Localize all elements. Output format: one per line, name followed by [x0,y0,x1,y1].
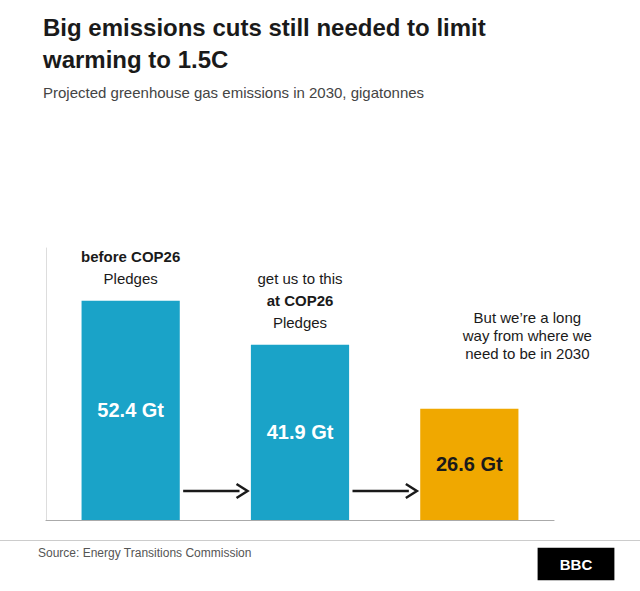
svg-text:Projected greenhouse gas emiss: Projected greenhouse gas emissions in 20… [43,84,424,101]
svg-text:Pledges: Pledges [273,314,327,331]
svg-text:before COP26: before COP26 [81,248,180,265]
svg-text:way from where we: way from where we [462,327,592,344]
svg-text:41.9 Gt: 41.9 Gt [267,421,334,443]
svg-text:need to be in 2030: need to be in 2030 [465,345,589,362]
svg-text:Big emissions cuts still neede: Big emissions cuts still needed to limit [43,14,486,41]
svg-text:26.6 Gt: 26.6 Gt [436,453,503,475]
svg-text:Pledges: Pledges [104,270,158,287]
svg-text:at COP26: at COP26 [267,292,334,309]
svg-text:Source: Energy Transitions Com: Source: Energy Transitions Commission [38,546,251,560]
svg-text:52.4 Gt: 52.4 Gt [97,399,164,421]
svg-text:BBC: BBC [560,556,593,573]
svg-text:warming to 1.5C: warming to 1.5C [42,46,228,73]
svg-text:get us to this: get us to this [257,270,342,287]
svg-text:But we’re a long: But we’re a long [474,309,582,326]
